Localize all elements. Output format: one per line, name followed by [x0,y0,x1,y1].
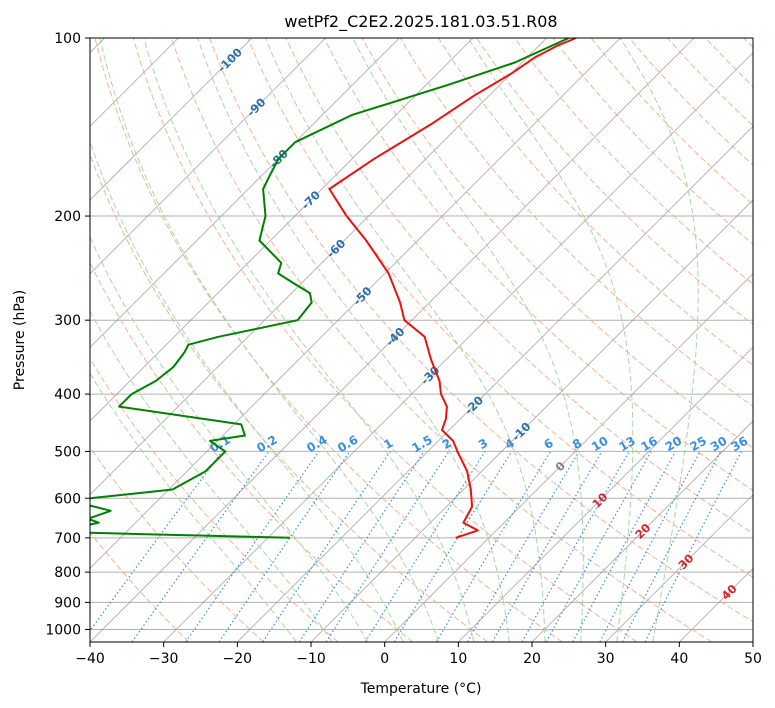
mixing-ratio-line [644,451,743,642]
dry-adiabat [132,38,638,642]
plot-area: 0.1 0.2 0.4 0.6 1 1.5 2 3 4 6 8 10 13 16 20 25 30 36 -100… [90,38,753,642]
x-tick-label: 40 [670,651,688,667]
mixing-ratio-line [298,451,425,642]
isotherm-line [458,346,753,642]
plot-frame [89,37,754,643]
isotherm-line [163,52,753,642]
mixing-ratio-line [131,451,270,642]
isotherm-grid [90,38,753,642]
y-tick-label: 500 [54,444,81,460]
isobar-grid [90,38,753,630]
mixing-ratio-lines [90,451,743,642]
sounding-traces [90,38,577,539]
dry-adiabat [209,38,753,623]
isotherm-line [531,420,753,642]
moist-adiabat [143,38,475,642]
dry-adiabat [437,38,753,366]
mixing-ratio-line [262,451,391,642]
dry-adiabats [90,38,753,642]
dry-adiabat [94,38,563,642]
y-tick-label: 600 [54,491,81,507]
dry-adiabat [247,38,753,578]
moist-adiabat [264,38,546,642]
isotherm-line [90,38,400,348]
dry-adiabat [90,261,414,642]
isotherm-line [90,38,695,642]
dry-adiabat [399,38,753,408]
x-tick-label: 20 [523,651,541,667]
moist-adiabats [90,38,699,642]
x-tick-label: −10 [296,651,326,667]
dewpoint-line [90,38,570,539]
x-tick-label: 0 [380,651,389,667]
moist-adiabat [90,235,369,642]
y-tick-label: 900 [54,595,81,611]
isotherm-line [90,38,474,422]
moist-adiabat [90,139,404,642]
x-tick-label: −20 [223,651,253,667]
x-tick-label: 30 [597,651,615,667]
mixing-ratio-line [185,451,320,642]
dry-adiabat [285,38,753,535]
temperature-line [328,38,577,539]
mixing-ratio-line [90,451,223,632]
mixing-ratio-line [621,451,722,642]
y-axis-label: Pressure (hPa) [12,290,28,390]
moist-adiabat [352,38,584,642]
mixing-ratio-line [545,451,652,642]
moist-adiabat [90,372,297,642]
x-tick-label: 50 [744,651,762,667]
dry-adiabat [170,38,712,642]
dry-adiabat [90,446,264,642]
mixing-ratio-line [218,451,351,642]
isotherm-line [237,125,753,642]
x-tick-label: −30 [149,651,179,667]
isotherm-line [605,494,753,642]
y-axis: 100 200 300 400 500 600 700 800 900 1000 [45,31,90,638]
y-tick-label: 700 [54,531,81,547]
isotherm-line [384,273,753,642]
isotherm-line [90,38,326,275]
dry-adiabat [90,153,488,642]
y-tick-label: 100 [54,31,81,47]
isotherm-line [90,38,621,569]
y-tick-label: 300 [54,313,81,329]
moist-adiabat [197,38,510,642]
dry-adiabat [90,357,339,642]
dry-adiabat [514,38,753,285]
y-tick-label: 200 [54,209,81,225]
moist-adiabat [619,38,699,642]
mixing-ratio-line [325,451,450,642]
x-tick-label: −40 [75,651,105,667]
mixing-ratio-line [393,451,513,642]
x-axis-label: Temperature (°C) [360,681,482,697]
mixing-ratio-line [521,451,630,642]
moist-adiabat [99,38,439,642]
isotherm-line [90,38,253,201]
mixing-ratio-line [572,451,677,642]
y-tick-label: 400 [54,387,81,403]
x-tick-label: 10 [449,651,467,667]
dry-adiabat [90,531,190,642]
chart-title: wetPf2_C2E2.2025.181.03.51.R08 [284,12,557,32]
y-tick-label: 800 [54,565,81,581]
isotherm-line [90,38,547,496]
y-tick-label: 1000 [45,622,81,638]
x-axis: −40 −30 −20 −10 0 10 20 30 40 50 [75,642,762,667]
